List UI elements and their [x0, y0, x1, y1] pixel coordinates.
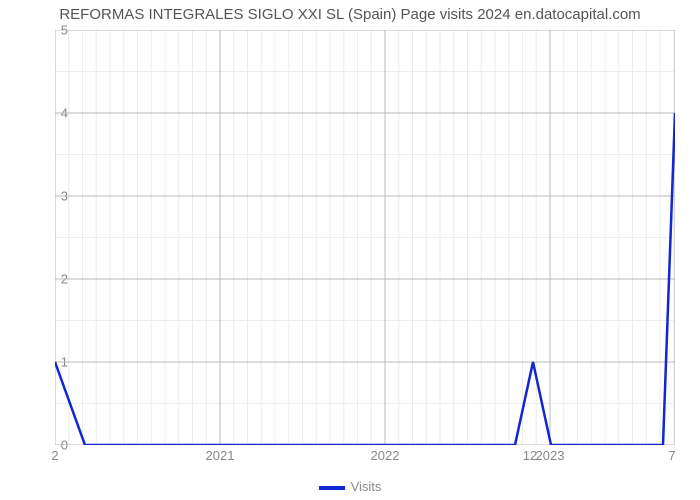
plot-svg: [55, 30, 675, 445]
overlay-label: 7: [668, 448, 675, 463]
x-tick-label: 2022: [371, 448, 400, 463]
overlay-label: 12: [523, 448, 537, 463]
x-tick-label: 2021: [206, 448, 235, 463]
chart-title: REFORMAS INTEGRALES SIGLO XXI SL (Spain)…: [0, 6, 700, 23]
legend-label: Visits: [351, 479, 382, 494]
plot-area: [55, 30, 675, 445]
legend-swatch: [319, 486, 345, 490]
x-tick-label: 2023: [536, 448, 565, 463]
chart-container: REFORMAS INTEGRALES SIGLO XXI SL (Spain)…: [0, 0, 700, 500]
legend: Visits: [0, 479, 700, 494]
overlay-label: 2: [51, 448, 58, 463]
